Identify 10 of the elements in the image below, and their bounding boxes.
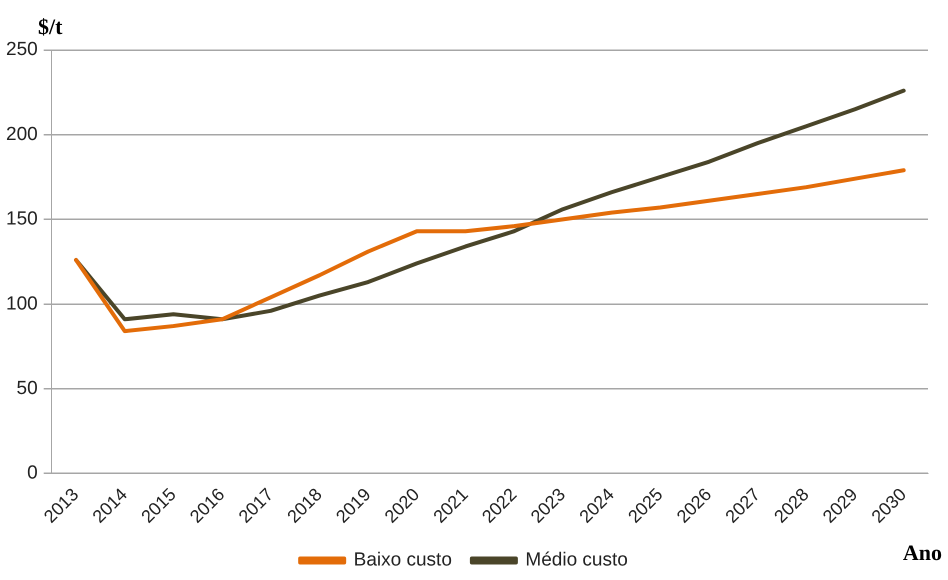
- y-tick-label: 100: [6, 293, 38, 314]
- y-tick-label: 50: [16, 378, 38, 399]
- y-tick-label: 0: [27, 462, 38, 484]
- legend-label: Médio custo: [525, 550, 628, 571]
- x-axis-title: Ano: [902, 540, 942, 566]
- y-tick-label: 150: [6, 208, 38, 230]
- legend-label: Baixo custo: [354, 550, 452, 571]
- y-axis-title: $/t: [38, 14, 62, 40]
- y-tick-label: 200: [6, 124, 38, 145]
- y-tick-label: 250: [6, 39, 38, 60]
